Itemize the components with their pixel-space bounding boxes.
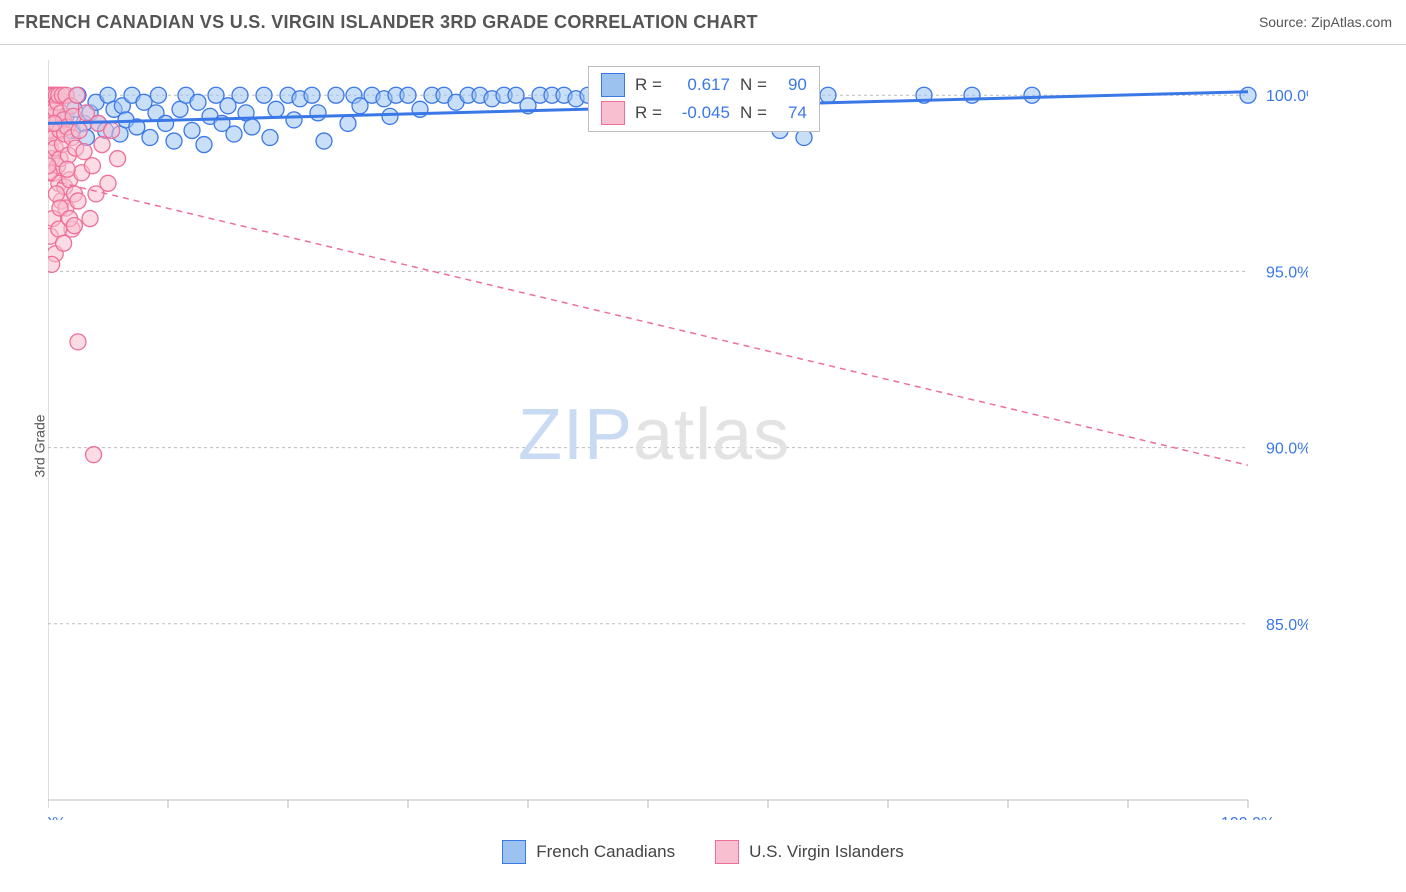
y-tick-label: 100.0% [1266, 88, 1308, 105]
legend-swatch [715, 840, 739, 864]
scatter-point [304, 87, 320, 103]
scatter-point [94, 137, 110, 153]
series-legend: French Canadians U.S. Virgin Islanders [0, 840, 1406, 864]
scatter-point [71, 122, 87, 138]
chart-title: FRENCH CANADIAN VS U.S. VIRGIN ISLANDER … [14, 12, 758, 33]
stats-legend-row: R =0.617N =90 [601, 73, 807, 97]
scatter-point [69, 87, 85, 103]
scatter-point [232, 87, 248, 103]
legend-label: French Canadians [536, 842, 675, 862]
scatter-point [48, 256, 60, 272]
y-tick-label: 85.0% [1266, 617, 1308, 634]
scatter-point [142, 130, 158, 146]
scatter-point [226, 126, 242, 142]
scatter-point [56, 235, 72, 251]
scatter-point [382, 108, 398, 124]
scatter-point [150, 87, 166, 103]
scatter-point [340, 115, 356, 131]
scatter-point [66, 218, 82, 234]
scatter-point [1240, 87, 1256, 103]
scatter-point [86, 447, 102, 463]
scatter-point [1024, 87, 1040, 103]
scatter-point [166, 133, 182, 149]
scatter-point [48, 186, 64, 202]
scatter-point [244, 119, 260, 135]
chart-plot-area: 85.0%90.0%95.0%100.0%0.0%100.0% ZIPatlas… [48, 60, 1308, 820]
scatter-point [76, 144, 92, 160]
trend-line [48, 180, 1248, 465]
scatter-point [256, 87, 272, 103]
scatter-point [964, 87, 980, 103]
y-tick-label: 90.0% [1266, 441, 1308, 458]
x-tick-label: 100.0% [1221, 815, 1275, 820]
scatter-point [110, 151, 126, 167]
scatter-point [70, 334, 86, 350]
scatter-point [158, 115, 174, 131]
x-tick-label: 0.0% [48, 815, 66, 820]
scatter-point [190, 94, 206, 110]
chart-svg: 85.0% 90.0% 95.0% 100.0% 0.0% 100.0% [48, 60, 1308, 820]
legend-swatch [502, 840, 526, 864]
chart-header: FRENCH CANADIAN VS U.S. VIRGIN ISLANDER … [0, 0, 1406, 45]
scatter-point [310, 105, 326, 121]
scatter-point [82, 211, 98, 227]
y-axis-label: 3rd Grade [32, 414, 48, 477]
scatter-point [268, 101, 284, 117]
scatter-point [100, 175, 116, 191]
scatter-point [316, 133, 332, 149]
scatter-point [104, 122, 120, 138]
legend-item: U.S. Virgin Islanders [715, 840, 904, 864]
legend-swatch [601, 101, 625, 125]
stats-legend-row: R =-0.045N =74 [601, 101, 807, 125]
y-tick-label: 95.0% [1266, 264, 1308, 281]
scatter-point [400, 87, 416, 103]
legend-item: French Canadians [502, 840, 675, 864]
scatter-point [70, 193, 86, 209]
source-label: Source: ZipAtlas.com [1259, 14, 1392, 30]
scatter-point [59, 161, 75, 177]
scatter-point [820, 87, 836, 103]
stats-legend: R =0.617N =90 R =-0.045N =74 [588, 66, 820, 132]
scatter-point [196, 137, 212, 153]
scatter-point [286, 112, 302, 128]
legend-label: U.S. Virgin Islanders [749, 842, 904, 862]
scatter-point [184, 122, 200, 138]
scatter-point [84, 158, 100, 174]
legend-swatch [601, 73, 625, 97]
scatter-point [262, 130, 278, 146]
scatter-point [328, 87, 344, 103]
